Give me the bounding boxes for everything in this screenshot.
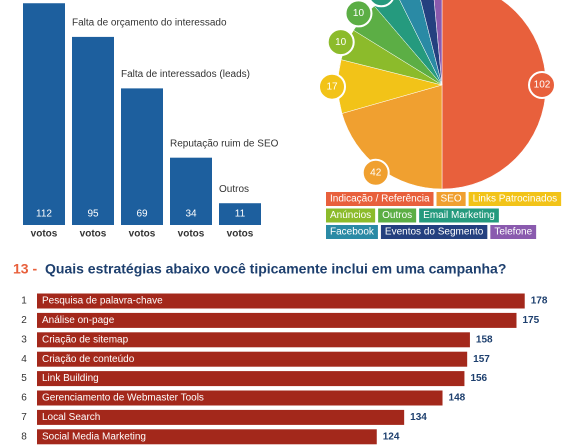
legend-label: Links Patrocinados: [473, 194, 558, 205]
bar-category: Local Search: [42, 412, 100, 423]
pie-label: 42: [370, 167, 382, 178]
bar-category: Criação de conteúdo: [42, 354, 135, 365]
bar-category: Análise on-page: [42, 315, 115, 326]
bar-category: Outros: [219, 184, 249, 195]
legend-swatch: [419, 208, 499, 223]
bar-value: 134: [410, 412, 427, 423]
bar-unit: votos: [178, 229, 205, 240]
bar: [37, 429, 377, 445]
bar: [23, 3, 65, 225]
pie-label: 10: [335, 37, 347, 48]
question-number: 13 -: [13, 261, 37, 277]
legend-swatch: [490, 225, 537, 239]
pie-slice: [373, 0, 443, 86]
bar-value: 69: [136, 209, 148, 220]
legend-swatch: [468, 192, 562, 206]
rank: 6: [21, 393, 27, 404]
bar-category: Reputação ruim de SEO: [170, 138, 279, 149]
bar: [37, 293, 525, 309]
bar-category: Falta de orçamento do interessado: [72, 18, 227, 29]
pie-label-badge: [368, 0, 394, 8]
rank: 8: [21, 431, 27, 442]
legend-swatch: [326, 225, 378, 239]
bar-value: 156: [470, 373, 487, 384]
bar-value: 148: [449, 393, 466, 404]
bar: [219, 203, 261, 225]
legend-swatch: [326, 208, 376, 223]
rank: 5: [21, 373, 27, 384]
bar-value: 124: [383, 431, 400, 442]
pie-label-badge: [528, 71, 556, 99]
bar-unit: votos: [80, 229, 107, 240]
bar: [72, 36, 114, 226]
bar-value: 112: [36, 209, 52, 220]
legend-label: Outros: [382, 210, 412, 221]
pie-slice: [441, 0, 547, 190]
bar-unit: votos: [129, 229, 156, 240]
bar-value: 95: [87, 209, 99, 220]
bar-value: 157: [473, 354, 490, 365]
legend-swatch: [380, 225, 488, 239]
bar-unit: votos: [31, 229, 58, 240]
pie-label: 10: [353, 8, 365, 19]
pie-label-badge: [344, 0, 373, 28]
pie-label-badge: [361, 158, 390, 187]
bar-category: Social Media Marketing: [42, 431, 146, 442]
bar: [37, 312, 517, 328]
bar-value: 158: [476, 334, 493, 345]
bar-category: Criação de sitemap: [42, 334, 129, 345]
bar: [37, 409, 405, 425]
pie-label: 102: [534, 80, 551, 91]
bar-value: 178: [531, 296, 548, 307]
legend-label: Indicação / Referência: [330, 194, 430, 205]
legend-label: Eventos do Segmento: [385, 227, 484, 238]
bar: [37, 371, 465, 387]
rank: 3: [21, 334, 27, 345]
pie-label: 17: [326, 81, 338, 92]
bar-value: 175: [523, 315, 540, 326]
bar: [37, 332, 470, 348]
legend-swatch: [326, 192, 434, 206]
bar-category: Pesquisa de palavra-chave: [42, 296, 163, 307]
bar-value: 11: [235, 209, 246, 220]
bar: [170, 157, 212, 225]
pie-slice: [420, 0, 443, 86]
rank: 2: [21, 315, 27, 326]
bar-unit: votos: [227, 229, 254, 240]
legend-label: SEO: [441, 194, 462, 205]
legend-swatch: [436, 192, 466, 206]
bar-value: 34: [185, 209, 197, 220]
bar: [37, 390, 443, 406]
bar-category: Link Building: [42, 373, 99, 384]
legend-label: Telefone: [494, 227, 532, 238]
pie-label-badge: [318, 72, 347, 101]
bar-category: Falta de interessados (leads): [121, 69, 250, 80]
legend-label: Email Marketing: [423, 210, 495, 221]
rank: 4: [21, 354, 27, 365]
bar: [37, 351, 468, 367]
pie-slice: [433, 0, 443, 86]
legend-swatch: [378, 208, 417, 223]
pie-slice: [399, 0, 443, 86]
bar: [121, 88, 163, 225]
question-title: Quais estratégias abaixo você tipicament…: [45, 261, 506, 277]
rank: 7: [21, 412, 27, 423]
pie-label-badge: [326, 28, 355, 57]
bar-category: Gerenciamento de Webmaster Tools: [42, 393, 204, 404]
legend-label: Facebook: [330, 227, 375, 238]
legend-label: Anúncios: [330, 210, 371, 221]
rank: 1: [21, 296, 27, 307]
